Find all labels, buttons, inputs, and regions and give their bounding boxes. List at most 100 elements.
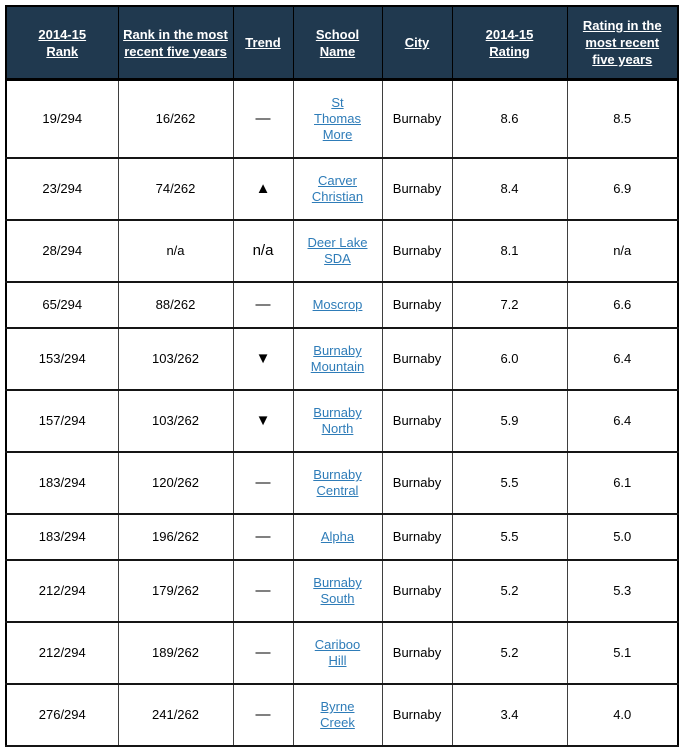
city-cell: Burnaby [381, 621, 453, 685]
trend-indicator: ▼ [232, 327, 294, 391]
rating-recent-cell: 6.1 [566, 451, 679, 515]
rating-cell: 5.2 [451, 559, 568, 623]
trend-indicator: ▼ [232, 389, 294, 453]
school-name-link[interactable]: Burnaby North [313, 405, 362, 436]
city-cell: Burnaby [381, 389, 453, 453]
table-row: 212/294 179/262 — Burnaby South Burnaby … [5, 559, 679, 623]
rating-recent-cell: 6.4 [566, 389, 679, 453]
rank-cell: 183/294 [5, 451, 119, 515]
rank-cell: 212/294 [5, 559, 119, 623]
rating-cell: 3.4 [451, 683, 568, 747]
school-name-link[interactable]: St Thomas More [314, 95, 361, 142]
school-cell: St Thomas More [292, 79, 383, 159]
page-background: 2014-15 Rank Rank in the most recent fiv… [5, 5, 679, 747]
trend-indicator: n/a [232, 219, 294, 283]
school-name-link[interactable]: Alpha [320, 529, 355, 544]
table-row: 153/294 103/262 ▼ Burnaby Mountain Burna… [5, 327, 679, 391]
rank-cell: 183/294 [5, 513, 119, 561]
trend-indicator: — [232, 281, 294, 329]
rank-recent-cell: n/a [117, 219, 234, 283]
city-cell: Burnaby [381, 327, 453, 391]
school-name-link[interactable]: Byrne Creek [320, 699, 355, 730]
school-cell: Burnaby Central [292, 451, 383, 515]
rank-recent-cell: 103/262 [117, 389, 234, 453]
rank-recent-cell: 179/262 [117, 559, 234, 623]
city-cell: Burnaby [381, 79, 453, 159]
trend-indicator: — [232, 559, 294, 623]
table-row: 23/294 74/262 ▲ Carver Christian Burnaby… [5, 157, 679, 221]
rank-cell: 212/294 [5, 621, 119, 685]
rank-recent-cell: 241/262 [117, 683, 234, 747]
rating-recent-cell: 5.1 [566, 621, 679, 685]
rank-recent-cell: 16/262 [117, 79, 234, 159]
rating-recent-cell: 6.9 [566, 157, 679, 221]
rating-cell: 8.4 [451, 157, 568, 221]
rank-cell: 65/294 [5, 281, 119, 329]
column-header-city[interactable]: City [381, 5, 453, 81]
rating-cell: 5.5 [451, 451, 568, 515]
rank-recent-cell: 74/262 [117, 157, 234, 221]
rating-cell: 8.6 [451, 79, 568, 159]
table-row: 19/294 16/262 — St Thomas More Burnaby 8… [5, 79, 679, 159]
column-header-rank-2014-15[interactable]: 2014-15 Rank [5, 5, 119, 81]
column-header-rank-recent[interactable]: Rank in the most recent five years [117, 5, 234, 81]
rating-recent-cell: n/a [566, 219, 679, 283]
rank-cell: 28/294 [5, 219, 119, 283]
city-cell: Burnaby [381, 451, 453, 515]
rank-recent-cell: 120/262 [117, 451, 234, 515]
school-name-link[interactable]: Burnaby Central [313, 467, 362, 498]
school-cell: Carver Christian [292, 157, 383, 221]
rating-recent-cell: 8.5 [566, 79, 679, 159]
city-cell: Burnaby [381, 219, 453, 283]
rating-cell: 5.2 [451, 621, 568, 685]
rank-cell: 276/294 [5, 683, 119, 747]
table-row: 212/294 189/262 — Cariboo Hill Burnaby 5… [5, 621, 679, 685]
school-cell: Burnaby Mountain [292, 327, 383, 391]
school-cell: Byrne Creek [292, 683, 383, 747]
city-cell: Burnaby [381, 683, 453, 747]
school-name-link[interactable]: Cariboo Hill [314, 637, 361, 668]
school-name-link[interactable]: Deer Lake SDA [307, 235, 368, 266]
school-name-link[interactable]: Carver Christian [311, 173, 364, 204]
rating-cell: 6.0 [451, 327, 568, 391]
city-cell: Burnaby [381, 157, 453, 221]
table-row: 157/294 103/262 ▼ Burnaby North Burnaby … [5, 389, 679, 453]
table-body: 19/294 16/262 — St Thomas More Burnaby 8… [5, 79, 679, 747]
column-header-rating-recent[interactable]: Rating in the most recent five years [566, 5, 679, 81]
header-row: 2014-15 Rank Rank in the most recent fiv… [5, 5, 679, 81]
trend-indicator: — [232, 451, 294, 515]
city-cell: Burnaby [381, 281, 453, 329]
table-header: 2014-15 Rank Rank in the most recent fiv… [5, 5, 679, 81]
school-ranking-table: 2014-15 Rank Rank in the most recent fiv… [5, 5, 679, 747]
rating-cell: 5.9 [451, 389, 568, 453]
school-cell: Deer Lake SDA [292, 219, 383, 283]
trend-indicator: — [232, 79, 294, 159]
rating-recent-cell: 6.4 [566, 327, 679, 391]
trend-indicator: — [232, 513, 294, 561]
school-cell: Moscrop [292, 281, 383, 329]
school-name-link[interactable]: Burnaby Mountain [310, 343, 365, 374]
trend-indicator: — [232, 683, 294, 747]
rank-recent-cell: 196/262 [117, 513, 234, 561]
trend-indicator: — [232, 621, 294, 685]
rating-recent-cell: 5.3 [566, 559, 679, 623]
table-row: 65/294 88/262 — Moscrop Burnaby 7.2 6.6 [5, 281, 679, 329]
school-cell: Burnaby South [292, 559, 383, 623]
rank-recent-cell: 103/262 [117, 327, 234, 391]
table-row: 276/294 241/262 — Byrne Creek Burnaby 3.… [5, 683, 679, 747]
rank-cell: 19/294 [5, 79, 119, 159]
trend-indicator: ▲ [232, 157, 294, 221]
rank-recent-cell: 189/262 [117, 621, 234, 685]
column-header-rating-2014-15[interactable]: 2014-15 Rating [451, 5, 568, 81]
school-cell: Alpha [292, 513, 383, 561]
column-header-trend[interactable]: Trend [232, 5, 294, 81]
city-cell: Burnaby [381, 513, 453, 561]
school-cell: Cariboo Hill [292, 621, 383, 685]
column-header-school-name[interactable]: School Name [292, 5, 383, 81]
school-name-link[interactable]: Burnaby South [313, 575, 362, 606]
rating-cell: 8.1 [451, 219, 568, 283]
school-name-link[interactable]: Moscrop [312, 297, 363, 312]
rating-recent-cell: 4.0 [566, 683, 679, 747]
table-row: 28/294 n/a n/a Deer Lake SDA Burnaby 8.1… [5, 219, 679, 283]
rating-cell: 7.2 [451, 281, 568, 329]
